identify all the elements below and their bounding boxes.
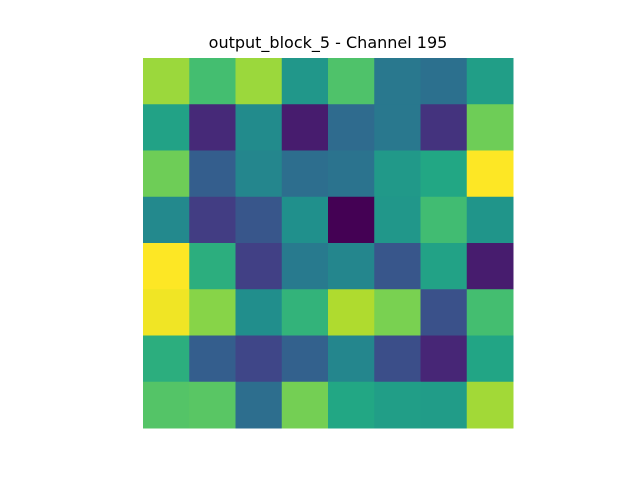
heatmap-cell-r7-c0: [143, 381, 190, 429]
heatmap-cell-r0-c1: [189, 58, 236, 105]
heatmap-cell-r6-c7: [466, 335, 514, 383]
heatmap-cell-r5-c7: [466, 289, 514, 336]
heatmap-cell-r1-c1: [189, 104, 236, 151]
heatmap-cell-r4-c2: [235, 243, 283, 290]
heatmap-cell-r1-c5: [374, 104, 421, 151]
heatmap-cell-r5-c2: [235, 289, 283, 336]
heatmap-cell-r2-c0: [143, 150, 190, 198]
heatmap-cell-r3-c2: [235, 196, 283, 244]
heatmap-cell-r1-c4: [328, 104, 375, 151]
heatmap-cell-r0-c2: [235, 58, 283, 105]
heatmap-cell-r7-c3: [281, 381, 329, 429]
heatmap-cell-r2-c2: [235, 150, 283, 198]
heatmap-cell-r3-c3: [281, 196, 329, 244]
heatmap-cell-r2-c6: [420, 150, 468, 198]
heatmap-cell-r4-c7: [466, 243, 514, 290]
heatmap-cell-r5-c5: [374, 289, 421, 336]
heatmap-cell-r2-c3: [281, 150, 329, 198]
heatmap-cell-r6-c4: [328, 335, 375, 383]
heatmap-cell-r7-c4: [328, 381, 375, 429]
heatmap-cell-r6-c5: [374, 335, 421, 383]
heatmap-cell-r0-c6: [420, 58, 468, 105]
heatmap-cell-r1-c6: [420, 104, 468, 151]
heatmap-cell-r7-c2: [235, 381, 283, 429]
heatmap-cell-r6-c2: [235, 335, 283, 383]
heatmap-cell-r1-c0: [143, 104, 190, 151]
heatmap-cell-r3-c5: [374, 196, 421, 244]
heatmap-cell-r0-c7: [466, 58, 514, 105]
heatmap-cell-r4-c3: [281, 243, 329, 290]
heatmap-cell-r2-c5: [374, 150, 421, 198]
heatmap-cell-r3-c7: [466, 196, 514, 244]
heatmap-cell-r1-c2: [235, 104, 283, 151]
heatmap-cell-r3-c4: [328, 196, 375, 244]
heatmap-cell-r1-c7: [466, 104, 514, 151]
heatmap-cell-r1-c3: [281, 104, 329, 151]
heatmap-cell-r0-c3: [281, 58, 329, 105]
heatmap-cell-r5-c6: [420, 289, 468, 336]
heatmap-cell-r4-c5: [374, 243, 421, 290]
heatmap-cell-r5-c4: [328, 289, 375, 336]
heatmap-cell-r6-c0: [143, 335, 190, 383]
heatmap-cell-r2-c7: [466, 150, 514, 198]
heatmap-cell-r6-c3: [281, 335, 329, 383]
heatmap-cell-r5-c3: [281, 289, 329, 336]
heatmap-cell-r3-c6: [420, 196, 468, 244]
heatmap-cell-r7-c7: [466, 381, 514, 429]
heatmap-cell-r5-c1: [189, 289, 236, 336]
heatmap-cell-r0-c4: [328, 58, 375, 105]
heatmap-cell-r3-c0: [143, 196, 190, 244]
heatmap-cell-r2-c1: [189, 150, 236, 198]
heatmap-cell-r4-c1: [189, 243, 236, 290]
heatmap-cell-r6-c1: [189, 335, 236, 383]
heatmap-cell-r5-c0: [143, 289, 190, 336]
heatmap-cell-r7-c6: [420, 381, 468, 429]
heatmap-cell-r4-c4: [328, 243, 375, 290]
heatmap-cell-r0-c0: [143, 58, 190, 105]
chart-title: output_block_5 - Channel 195: [208, 33, 448, 52]
heatmap-cell-r0-c5: [374, 58, 421, 105]
heatmap-cell-r4-c0: [143, 243, 190, 290]
heatmap-cell-r6-c6: [420, 335, 468, 383]
heatmap-cell-r7-c5: [374, 381, 421, 429]
heatmap-cell-r2-c4: [328, 150, 375, 198]
heatmap-cell-r4-c6: [420, 243, 468, 290]
heatmap-cell-r3-c1: [189, 196, 236, 244]
heatmap-cell-r7-c1: [189, 381, 236, 429]
